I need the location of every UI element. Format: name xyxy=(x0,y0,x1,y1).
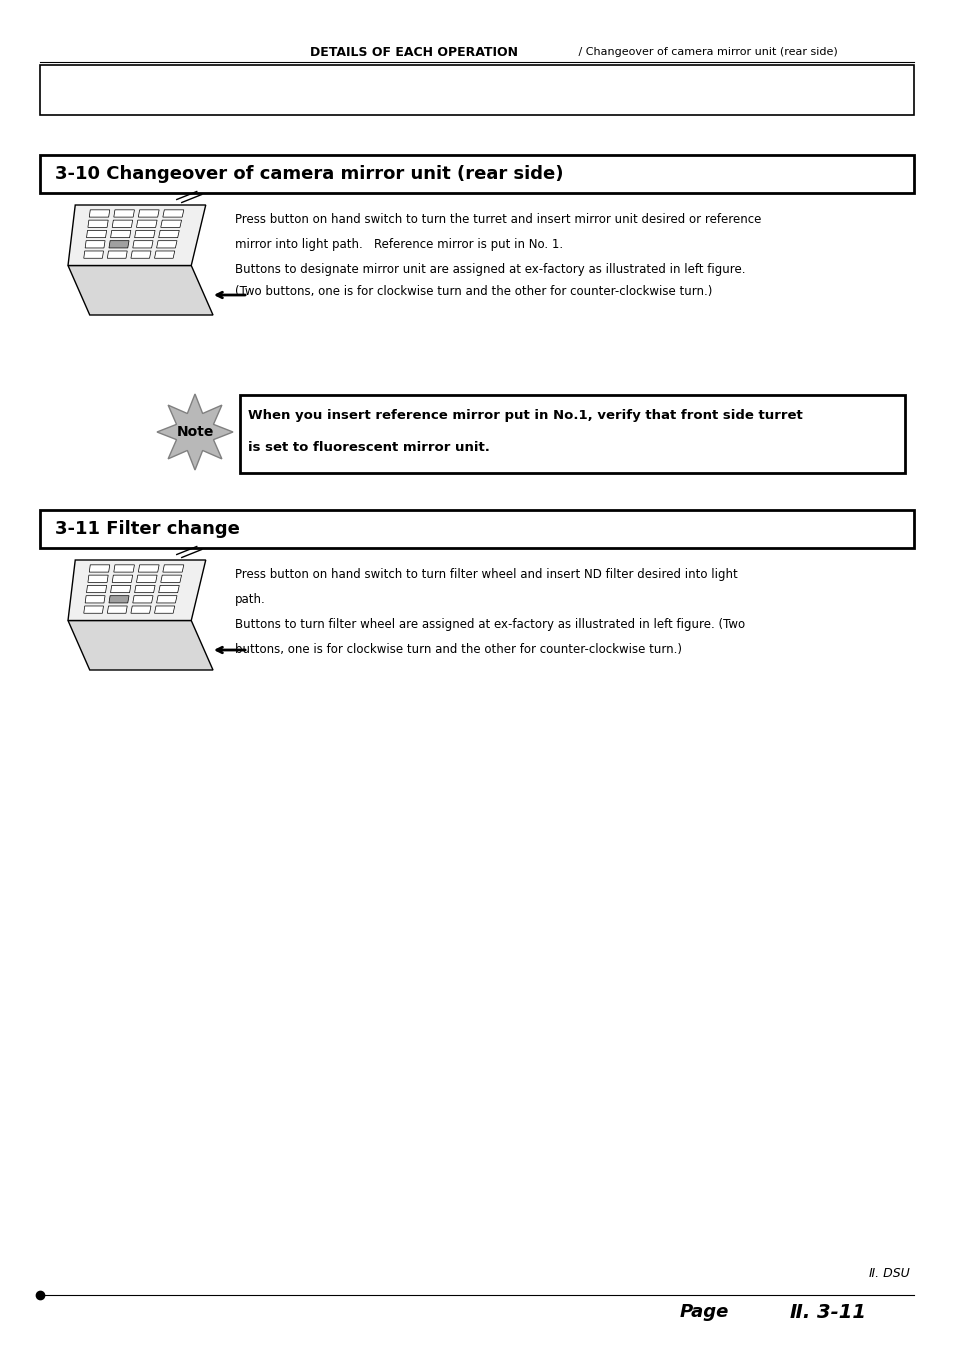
Polygon shape xyxy=(163,209,184,218)
Text: Press button on hand switch to turn filter wheel and insert ND filter desired in: Press button on hand switch to turn filt… xyxy=(234,567,737,581)
Polygon shape xyxy=(87,231,107,238)
Polygon shape xyxy=(109,240,129,249)
Polygon shape xyxy=(108,251,127,258)
Polygon shape xyxy=(88,220,108,227)
Polygon shape xyxy=(68,561,206,620)
Polygon shape xyxy=(85,596,105,603)
Polygon shape xyxy=(90,565,110,571)
Polygon shape xyxy=(132,240,152,249)
Polygon shape xyxy=(134,231,155,238)
Bar xyxy=(240,394,904,473)
Polygon shape xyxy=(108,607,127,613)
Polygon shape xyxy=(84,607,103,613)
Polygon shape xyxy=(161,220,181,227)
Polygon shape xyxy=(156,596,177,603)
Text: Press button on hand switch to turn the turret and insert mirror unit desired or: Press button on hand switch to turn the … xyxy=(234,213,760,226)
Polygon shape xyxy=(134,585,155,593)
Polygon shape xyxy=(157,394,233,470)
Polygon shape xyxy=(88,576,108,582)
Text: When you insert reference mirror put in No.1, verify that front side turret: When you insert reference mirror put in … xyxy=(248,409,801,422)
Polygon shape xyxy=(109,596,129,603)
Polygon shape xyxy=(136,220,157,227)
Text: is set to fluorescent mirror unit.: is set to fluorescent mirror unit. xyxy=(248,440,489,454)
Text: (Two buttons, one is for clockwise turn and the other for counter-clockwise turn: (Two buttons, one is for clockwise turn … xyxy=(234,285,712,299)
Text: Buttons to turn filter wheel are assigned at ex-factory as illustrated in left f: Buttons to turn filter wheel are assigne… xyxy=(234,617,744,631)
Polygon shape xyxy=(163,565,184,571)
Text: DETAILS OF EACH OPERATION: DETAILS OF EACH OPERATION xyxy=(310,46,517,58)
Polygon shape xyxy=(90,209,110,218)
Text: / Changeover of camera mirror unit (rear side): / Changeover of camera mirror unit (rear… xyxy=(575,47,837,57)
Polygon shape xyxy=(68,620,213,670)
Polygon shape xyxy=(84,251,103,258)
Polygon shape xyxy=(113,209,134,218)
Polygon shape xyxy=(132,596,152,603)
Polygon shape xyxy=(161,576,181,582)
Polygon shape xyxy=(138,209,159,218)
Text: 3-10 Changeover of camera mirror unit (rear side): 3-10 Changeover of camera mirror unit (r… xyxy=(55,165,563,182)
Text: Note: Note xyxy=(176,426,213,439)
Polygon shape xyxy=(111,231,131,238)
Polygon shape xyxy=(158,585,179,593)
Text: Page: Page xyxy=(679,1302,729,1321)
Polygon shape xyxy=(68,205,206,266)
Text: Ⅱ. DSU: Ⅱ. DSU xyxy=(868,1267,909,1279)
Bar xyxy=(40,155,913,193)
Polygon shape xyxy=(68,266,213,315)
Text: buttons, one is for clockwise turn and the other for counter-clockwise turn.): buttons, one is for clockwise turn and t… xyxy=(234,643,681,657)
Text: Ⅱ. 3-11: Ⅱ. 3-11 xyxy=(789,1302,865,1323)
Polygon shape xyxy=(111,585,131,593)
Polygon shape xyxy=(87,585,107,593)
Text: 3-11 Filter change: 3-11 Filter change xyxy=(55,520,239,538)
Text: Buttons to designate mirror unit are assigned at ex-factory as illustrated in le: Buttons to designate mirror unit are ass… xyxy=(234,263,744,276)
Polygon shape xyxy=(138,565,159,571)
Polygon shape xyxy=(154,607,174,613)
Polygon shape xyxy=(113,565,134,571)
Polygon shape xyxy=(112,220,132,227)
Polygon shape xyxy=(131,251,151,258)
Text: path.: path. xyxy=(234,593,266,607)
Bar xyxy=(40,509,913,549)
Polygon shape xyxy=(156,240,177,249)
Polygon shape xyxy=(131,607,151,613)
Polygon shape xyxy=(154,251,174,258)
Polygon shape xyxy=(158,231,179,238)
Polygon shape xyxy=(136,576,157,582)
Text: mirror into light path.   Reference mirror is put in No. 1.: mirror into light path. Reference mirror… xyxy=(234,238,562,251)
Polygon shape xyxy=(112,576,132,582)
Bar xyxy=(40,65,913,115)
Polygon shape xyxy=(85,240,105,249)
